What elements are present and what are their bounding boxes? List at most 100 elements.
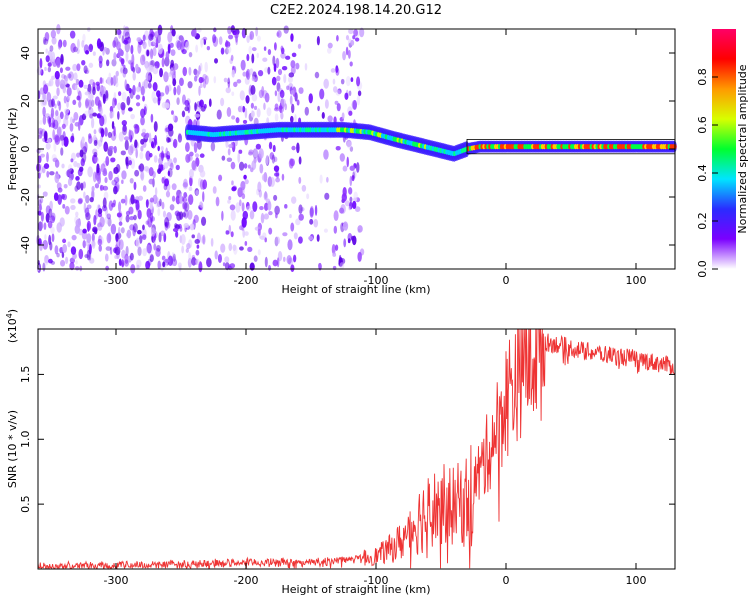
spectrogram-noise-cell — [257, 181, 262, 193]
spectrogram-noise-cell — [200, 216, 207, 226]
spectrogram-noise-cell — [64, 113, 69, 120]
spectrogram-noise-cell — [257, 228, 261, 236]
spectrogram-noise-cell — [94, 183, 100, 189]
spectrogram-noise-cell — [293, 232, 298, 240]
spectrogram-noise-cell — [68, 71, 74, 81]
spectrogram-noise-cell — [140, 85, 145, 96]
spectrogram-noise-cell — [56, 126, 62, 137]
spectrogram-noise-cell — [251, 160, 257, 170]
spectrogram-noise-cell — [228, 34, 234, 40]
spectrogram-noise-cell — [282, 232, 288, 237]
spectrogram-noise-cell — [162, 261, 166, 268]
spectrogram-noise-cell — [281, 65, 288, 71]
spectrogram-noise-cell — [172, 227, 179, 233]
spectrogram-noise-cell — [57, 100, 60, 107]
spectrogram-noise-cell — [83, 65, 88, 74]
spectrogram-noise-cell — [195, 258, 200, 265]
spectrogram-noise-cell — [151, 90, 156, 102]
spectrogram-noise-cell — [70, 158, 74, 163]
spectrogram-noise-cell — [250, 102, 254, 109]
spectrogram-noise-cell — [215, 196, 220, 207]
spectrogram-noise-cell — [107, 131, 113, 138]
spectrogram-noise-cell — [51, 36, 57, 45]
spectrogram-noise-cell — [206, 45, 211, 51]
spectrogram-noise-cell — [242, 119, 248, 124]
spectrogram-noise-cell — [80, 158, 85, 167]
spectrogram-noise-cell — [173, 138, 178, 149]
spectrogram-noise-cell — [44, 66, 47, 72]
spectrogram-noise-cell — [69, 116, 73, 124]
spectrogram-noise-cell — [220, 243, 226, 253]
colorbar-ticks: 0.0 0.2 0.4 0.6 0.8 — [696, 68, 718, 278]
spectrogram-noise-cell — [203, 39, 207, 45]
spectrogram-noise-cell — [216, 109, 222, 120]
spectrogram-noise-cell — [54, 135, 61, 145]
spectrogram-noise-cell — [290, 60, 296, 69]
spectrogram-noise-cell — [188, 194, 194, 205]
spectrogram-noise-cell — [106, 59, 110, 67]
spectrogram-noise-cell — [287, 257, 294, 266]
spectrogram-noise-cell — [44, 131, 48, 142]
spectrogram-noise-cell — [130, 158, 136, 169]
spectrogram-noise-cell — [202, 36, 208, 41]
spectrogram-noise-cell — [96, 83, 101, 92]
spectrogram-noise-cell — [246, 68, 251, 80]
spectrogram-noise-cell — [56, 182, 62, 190]
spectrogram-noise-cell — [134, 139, 138, 149]
spectrogram-noise-cell — [348, 28, 354, 35]
spectrogram-noise-cell — [333, 210, 339, 222]
spectrogram-noise-cell — [127, 107, 133, 112]
spectrogram-noise-cell — [54, 103, 57, 109]
spectrogram-noise-cell — [74, 224, 81, 234]
spectrogram-noise-cell — [290, 222, 295, 232]
spectrogram-noise-cell — [255, 26, 259, 37]
y-tick-label: -40 — [19, 236, 32, 254]
snr-line — [37, 328, 675, 570]
spectrogram-noise-cell — [49, 78, 54, 87]
spectrogram-noise-cell — [52, 129, 56, 140]
spectrogram-noise-cell — [155, 37, 159, 48]
spectrogram-noise-cell — [281, 173, 285, 181]
spectrogram-noise-cell — [231, 91, 235, 96]
spectrogram-noise-cell — [84, 91, 90, 96]
spectrogram-noise-cell — [352, 99, 357, 110]
spectrogram-noise-cell — [340, 203, 346, 214]
spectrogram-noise-cell — [44, 234, 47, 241]
spectrogram-noise-cell — [44, 255, 49, 264]
spectrogram-noise-cell — [284, 103, 288, 111]
spectrogram-noise-cell — [339, 262, 345, 270]
spectrogram-noise-cell — [166, 155, 171, 160]
spectrogram-noise-cell — [88, 62, 94, 68]
spectrogram-noise-cell — [73, 113, 79, 121]
spectrogram-noise-cell — [176, 40, 182, 51]
spectrogram-noise-cell — [176, 97, 180, 105]
spectrogram-noise-cell — [128, 129, 132, 140]
spectrogram-noise-cell — [154, 187, 158, 196]
spectrogram-noise-cell — [75, 78, 80, 86]
spectrogram-noise-cell — [128, 159, 133, 166]
spectrogram-noise-cell — [227, 26, 232, 35]
spectrogram-noise-cell — [152, 47, 157, 57]
spectrogram-noise-cell — [107, 217, 112, 227]
spectrogram-noise-cell — [44, 31, 50, 42]
spectrogram-noise-cell — [90, 117, 95, 129]
spectrogram-noise-cell — [269, 152, 275, 160]
spectrogram-noise-cell — [43, 84, 49, 95]
spectrogram-noise-cell — [141, 132, 147, 137]
spectrogram-noise-cell — [65, 66, 71, 71]
spectrogram-noise-cell — [240, 180, 246, 191]
spectrogram-noise-cell — [296, 142, 300, 154]
spectrogram-noise-cell — [198, 65, 201, 75]
spectrogram-noise-cell — [233, 245, 238, 255]
spectrogram-noise-cell — [111, 121, 115, 130]
spectrogram-noise-cell — [181, 48, 187, 55]
spectrogram-noise-cell — [61, 163, 65, 169]
spectrogram-noise-cell — [344, 92, 349, 100]
spectrogram-noise-cell — [306, 193, 310, 200]
spectrogram-noise-cell — [244, 77, 250, 85]
spectrogram-noise-cell — [91, 232, 95, 243]
spectrogram-noise-cell — [135, 102, 141, 107]
spectrogram-noise-cell — [105, 90, 109, 99]
spectrogram-noise-cell — [70, 246, 77, 255]
